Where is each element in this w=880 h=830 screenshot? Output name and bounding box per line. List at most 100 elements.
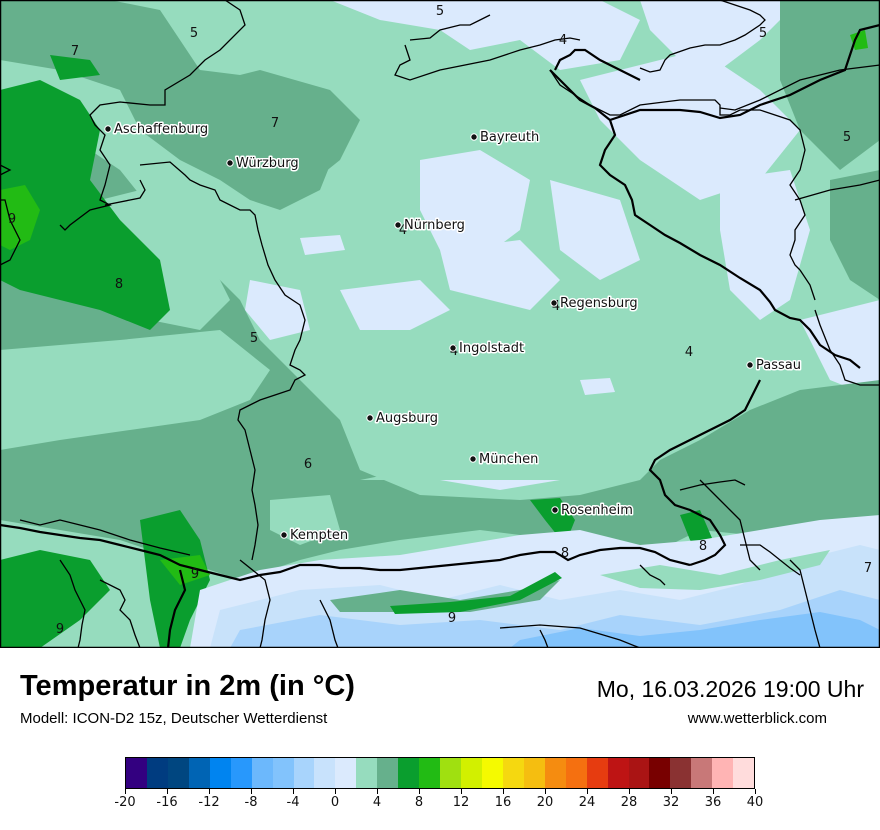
temperature-colorbar — [125, 757, 755, 789]
contour-label: 9 — [448, 611, 456, 626]
city-label: Ingolstadt — [459, 341, 524, 356]
mild-regions — [0, 0, 880, 580]
city-regensburg: Regensburg — [550, 295, 639, 313]
city-label: Rosenheim — [561, 503, 633, 518]
colorbar-segment — [461, 758, 482, 788]
city-dot-icon — [550, 299, 558, 307]
colorbar-tick — [671, 789, 672, 794]
colorbar-segment — [335, 758, 357, 788]
contour-label: 7 — [864, 561, 872, 576]
colorbar-tick — [545, 789, 546, 794]
contour-label: 8 — [115, 277, 123, 292]
colorbar-tick-label: 12 — [452, 795, 470, 810]
colorbar-segment — [251, 758, 273, 788]
temperature-map: 755457594845446889799 AschaffenburgWürzb… — [0, 0, 880, 648]
city-label: Würzburg — [236, 156, 299, 171]
contour-label: 5 — [190, 26, 198, 41]
colorbar-tick — [209, 789, 210, 794]
city-dot-icon — [394, 221, 402, 229]
city-dot-icon — [551, 506, 559, 514]
city-aschaffenburg: Aschaffenburg — [104, 121, 210, 139]
colorbar-segment — [565, 758, 587, 788]
city-label: München — [479, 452, 538, 467]
colorbar-segment — [712, 758, 734, 788]
colorbar-ticks: -20 -16 -12 -8 -4 0 4 8 12 16 20 24 28 32 36 40 — [114, 789, 763, 819]
city-markers: Aschaffenburg Würzburg Bayreuth Nürnberg Reg… — [104, 121, 802, 545]
city-mnchen: München — [469, 451, 540, 469]
colorbar-tick-label: 24 — [578, 795, 596, 810]
contour-label: 9 — [191, 567, 199, 582]
colorbar-tick — [503, 789, 504, 794]
colorbar-segment — [481, 758, 503, 788]
colorbar-segment — [314, 758, 336, 788]
colorbar-segment — [272, 758, 294, 788]
colorbar-tick — [629, 789, 630, 794]
city-bayreuth: Bayreuth — [470, 129, 541, 147]
city-label: Nürnberg — [404, 218, 465, 233]
colorbar-segment — [586, 758, 608, 788]
colorbar-segment — [440, 758, 461, 788]
colorbar-tick-label: -12 — [198, 795, 220, 810]
colorbar-tick — [587, 789, 588, 794]
city-dot-icon — [746, 361, 754, 369]
city-dot-icon — [280, 531, 288, 539]
model-subtitle: Modell: ICON-D2 15z, Deutscher Wetterdie… — [20, 710, 328, 727]
city-dot-icon — [226, 159, 234, 167]
city-label: Passau — [756, 358, 801, 373]
colorbar-tick-label: 40 — [746, 795, 764, 810]
colorbar-tick — [125, 789, 126, 794]
city-dot-icon — [469, 455, 477, 463]
forecast-datetime: Mo, 16.03.2026 19:00 Uhr — [596, 676, 864, 702]
colorbar-tick-label: 36 — [704, 795, 722, 810]
contour-label: 6 — [304, 457, 312, 472]
city-label: Aschaffenburg — [114, 122, 208, 137]
city-dot-icon — [366, 414, 374, 422]
colorbar-segment — [544, 758, 566, 788]
colorbar-segment — [398, 758, 420, 788]
chart-title: Temperatur in 2m (in °C) — [20, 670, 355, 702]
colorbar-tick-label: 32 — [662, 795, 680, 810]
city-label: Regensburg — [560, 296, 638, 311]
colorbar-tick — [713, 789, 714, 794]
colorbar-tick-label: -4 — [286, 795, 300, 810]
contour-label: 8 — [561, 546, 569, 561]
colorbar-tick-label: 4 — [372, 795, 382, 810]
city-label: Augsburg — [376, 411, 438, 426]
colorbar-segment — [628, 758, 650, 788]
colorbar-tick — [419, 789, 420, 794]
alpine-regions — [190, 515, 880, 648]
colorbar-tick-label: -16 — [156, 795, 178, 810]
hot-spots — [0, 30, 868, 585]
state-borders — [0, 0, 880, 648]
colorbar-segment — [419, 758, 441, 788]
contour-label: 4 — [399, 223, 407, 238]
contour-label: 5 — [436, 4, 444, 19]
city-dot-icon — [449, 344, 457, 352]
contour-label: 8 — [699, 539, 707, 554]
city-rosenheim: Rosenheim — [551, 502, 634, 520]
colorbar-segment — [502, 758, 524, 788]
colorbar-tick — [755, 789, 756, 794]
colorbar-segment — [230, 758, 252, 788]
colorbar-segment — [733, 758, 755, 788]
city-nrnberg: Nürnberg — [394, 217, 466, 235]
colorbar-segment — [167, 758, 189, 788]
colorbar-tick — [461, 789, 462, 794]
colorbar-tick-label: 16 — [494, 795, 512, 810]
colorbar-segment — [188, 758, 210, 788]
colorbar-tick — [293, 789, 294, 794]
city-augsburg: Augsburg — [366, 410, 440, 428]
colorbar-tick-label: 28 — [620, 795, 638, 810]
contour-label: 5 — [759, 26, 767, 41]
colorbar-segment — [607, 758, 629, 788]
city-label: Bayreuth — [480, 130, 539, 145]
colorbar-segment — [523, 758, 545, 788]
contour-label: 4 — [552, 299, 560, 314]
contour-label: 9 — [8, 212, 16, 227]
colorbar-tick-label: 20 — [536, 795, 554, 810]
colorbar-segment — [146, 758, 168, 788]
colorbar-tick-label: 8 — [414, 795, 424, 810]
website-link[interactable]: www.wetterblick.com — [687, 710, 827, 727]
cold-regions — [245, 0, 880, 490]
warm-regions — [0, 55, 715, 648]
